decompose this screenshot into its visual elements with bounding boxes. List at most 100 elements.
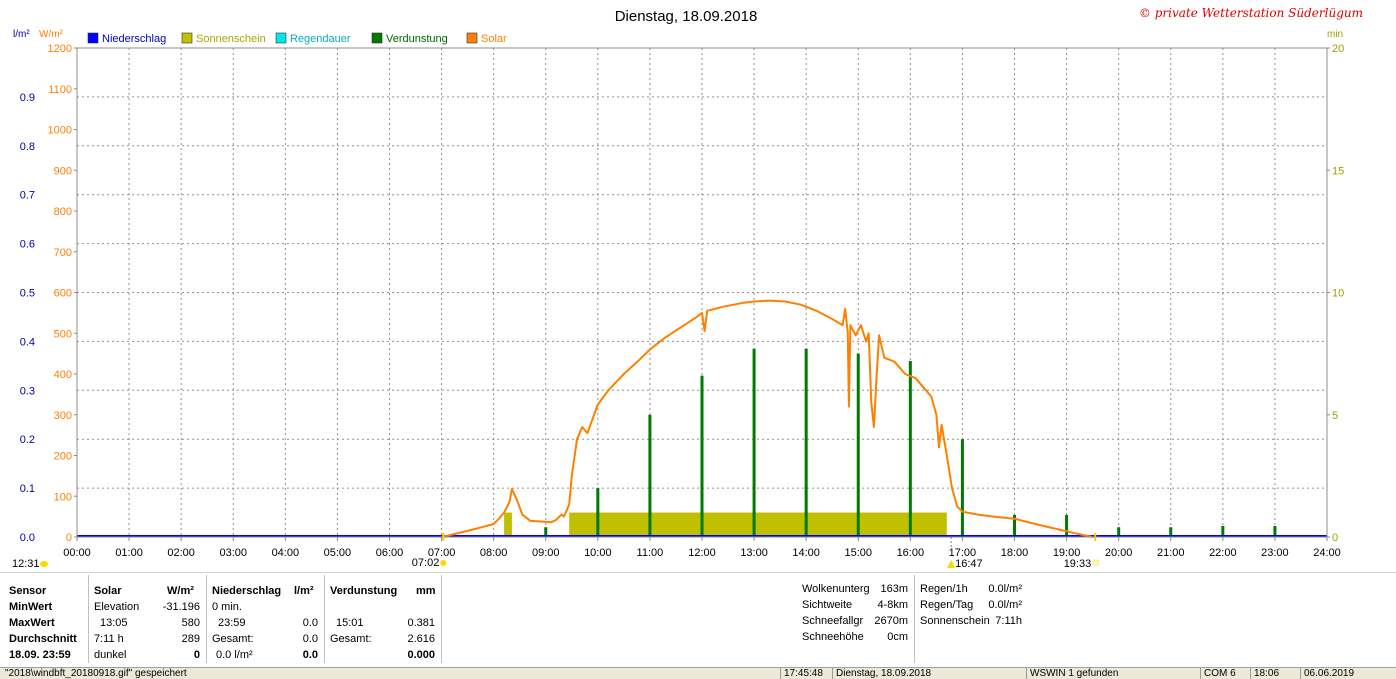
x-axis-ticks: 00:00 01:00 02:00 03:00 04:00 05:00 06:00 07:00… <box>63 537 1341 559</box>
divider <box>324 575 325 663</box>
evaporation-bar <box>1169 527 1173 537</box>
legend-swatch <box>181 32 193 44</box>
solar-tick-label: 1000 <box>48 125 72 137</box>
precip-total-label: Gesamt: <box>212 633 254 645</box>
solar-avg-label: 7:11 h <box>94 633 124 645</box>
divider <box>441 575 442 663</box>
evaporation-bar <box>700 375 704 537</box>
solar-max-value: 580 <box>181 617 200 629</box>
legend-label: Niederschlag <box>102 33 166 45</box>
precip-current-value: 0.0 <box>302 649 318 661</box>
status-file: "2018\windbft_20180918.gif" gespeichert <box>5 668 187 679</box>
rain-1h-value: 0.0l/m² <box>988 583 1022 595</box>
solar-tick-label: 700 <box>54 247 72 259</box>
left-axis-precip-ticks: 0.0 0.1 0.2 0.3 0.4 0.5 0.6 0.7 0.8 0.9 <box>20 92 35 544</box>
chart-legend: Niederschlag Sonnenschein Regendauer Verdun… <box>87 32 507 45</box>
solar-tick-label: 0 <box>66 532 72 544</box>
evap-unit: mm <box>416 585 436 597</box>
legend-swatch <box>275 32 287 44</box>
precip-current-label: 0.0 l/m² <box>216 649 253 661</box>
x-tick-label: 03:00 <box>219 547 247 559</box>
status-device: WSWIN 1 gefunden <box>1026 668 1121 679</box>
solar-min-value: -31.196 <box>162 601 200 613</box>
evaporation-bars <box>544 348 1277 537</box>
visibility-value: 4-8km <box>877 599 908 611</box>
visibility-label: Sichtweite <box>802 599 853 611</box>
precip-header: Niederschlag <box>212 585 282 597</box>
precip-tick-label: 0.1 <box>20 483 35 495</box>
right-tick-label: 10 <box>1332 288 1344 300</box>
evap-total-label: Gesamt: <box>330 633 372 645</box>
sunshine-bars <box>504 512 947 537</box>
x-tick-label: 22:00 <box>1209 547 1237 559</box>
sensor-header: Sensor <box>9 585 47 597</box>
x-tick-label: 06:00 <box>376 547 404 559</box>
moon-icon <box>40 561 48 567</box>
evap-current-value: 0.000 <box>407 649 435 661</box>
right-tick-label: 15 <box>1332 165 1344 177</box>
x-tick-label: 14:00 <box>792 547 820 559</box>
evaporation-bar <box>648 414 652 537</box>
legend-swatch <box>371 32 383 44</box>
divider <box>206 575 207 663</box>
cloud-base-label: Wolkenunterg <box>802 583 870 595</box>
sunset-time: 19:33 <box>1064 558 1092 570</box>
solar-header: Solar <box>94 585 122 597</box>
precip-max-value: 0.0 <box>302 617 318 629</box>
solar-tick-label: 1100 <box>48 84 72 96</box>
solar-unit: W/m² <box>167 585 194 597</box>
precip-tick-label: 0.5 <box>20 288 35 300</box>
x-tick-label: 07:00 <box>428 547 456 559</box>
x-tick-label: 12:00 <box>688 547 716 559</box>
watermark: © private Wetterstation Süderlügum <box>1139 6 1363 20</box>
solar-tick-label: 1200 <box>48 43 72 55</box>
solar-series <box>441 299 1093 538</box>
status-time: 17:45:48 <box>780 668 826 679</box>
x-tick-label: 02:00 <box>167 547 195 559</box>
precip-max-time: 23:59 <box>218 617 246 629</box>
rain-1h-label: Regen/1h <box>920 583 968 595</box>
right-axis-unit: min <box>1327 29 1343 40</box>
sun-moon-markers: 12:31 07:02 16:47 19:33 <box>12 533 1099 570</box>
solar-avg-value: 289 <box>181 633 200 645</box>
sensor-row-current: 18.09. 23:59 <box>9 649 71 661</box>
precip-tick-label: 0.2 <box>20 434 35 446</box>
sensor-row-min: MinWert <box>9 601 53 613</box>
x-tick-label: 15:00 <box>844 547 872 559</box>
sunshine-bar <box>504 512 512 537</box>
x-tick-label: 19:00 <box>1053 547 1081 559</box>
right-tick-label: 5 <box>1332 410 1338 422</box>
evap-header: Verdunstung <box>330 585 398 597</box>
snowline-value: 2670m <box>874 615 908 627</box>
info-panel: Sensor MinWert MaxWert Durchschnitt 18.0… <box>0 572 1396 667</box>
x-tick-label: 08:00 <box>480 547 508 559</box>
solar-min-label: Elevation <box>94 601 140 613</box>
precip-unit: l/m² <box>294 585 314 597</box>
status-date2: 06.06.2019 <box>1300 668 1357 679</box>
legend-label: Regendauer <box>290 33 351 45</box>
evap-max-time: 15:01 <box>336 617 364 629</box>
snow-depth-label: Schneehöhe <box>802 631 864 643</box>
precip-tick-label: 0.9 <box>20 92 35 104</box>
solar-line <box>441 299 1093 538</box>
precip-min-label: 0 min. <box>212 601 242 613</box>
evap-total-value: 2.616 <box>407 633 435 645</box>
evaporation-bar <box>1221 525 1225 537</box>
legend-swatch <box>466 32 478 44</box>
x-tick-label: 18:00 <box>1001 547 1029 559</box>
evaporation-bar <box>1065 514 1069 537</box>
evap-max-value: 0.381 <box>407 617 435 629</box>
sunshine-value: 7:11h <box>995 615 1022 627</box>
right-axis-min-ticks: 0 5 10 15 20 <box>1327 43 1344 544</box>
x-tick-label: 23:00 <box>1261 547 1289 559</box>
moonset-icon <box>947 560 956 568</box>
cloud-base-value: 163m <box>880 583 908 595</box>
solar-tick-label: 100 <box>54 491 72 503</box>
solar-tick-label: 800 <box>54 206 72 218</box>
legend-label: Verdunstung <box>386 33 448 45</box>
solar-tick-label: 200 <box>54 451 72 463</box>
sunset-icon <box>1092 559 1099 566</box>
sun-icon <box>440 560 447 566</box>
precip-tick-label: 0.3 <box>20 385 35 397</box>
evaporation-bar <box>856 353 860 537</box>
